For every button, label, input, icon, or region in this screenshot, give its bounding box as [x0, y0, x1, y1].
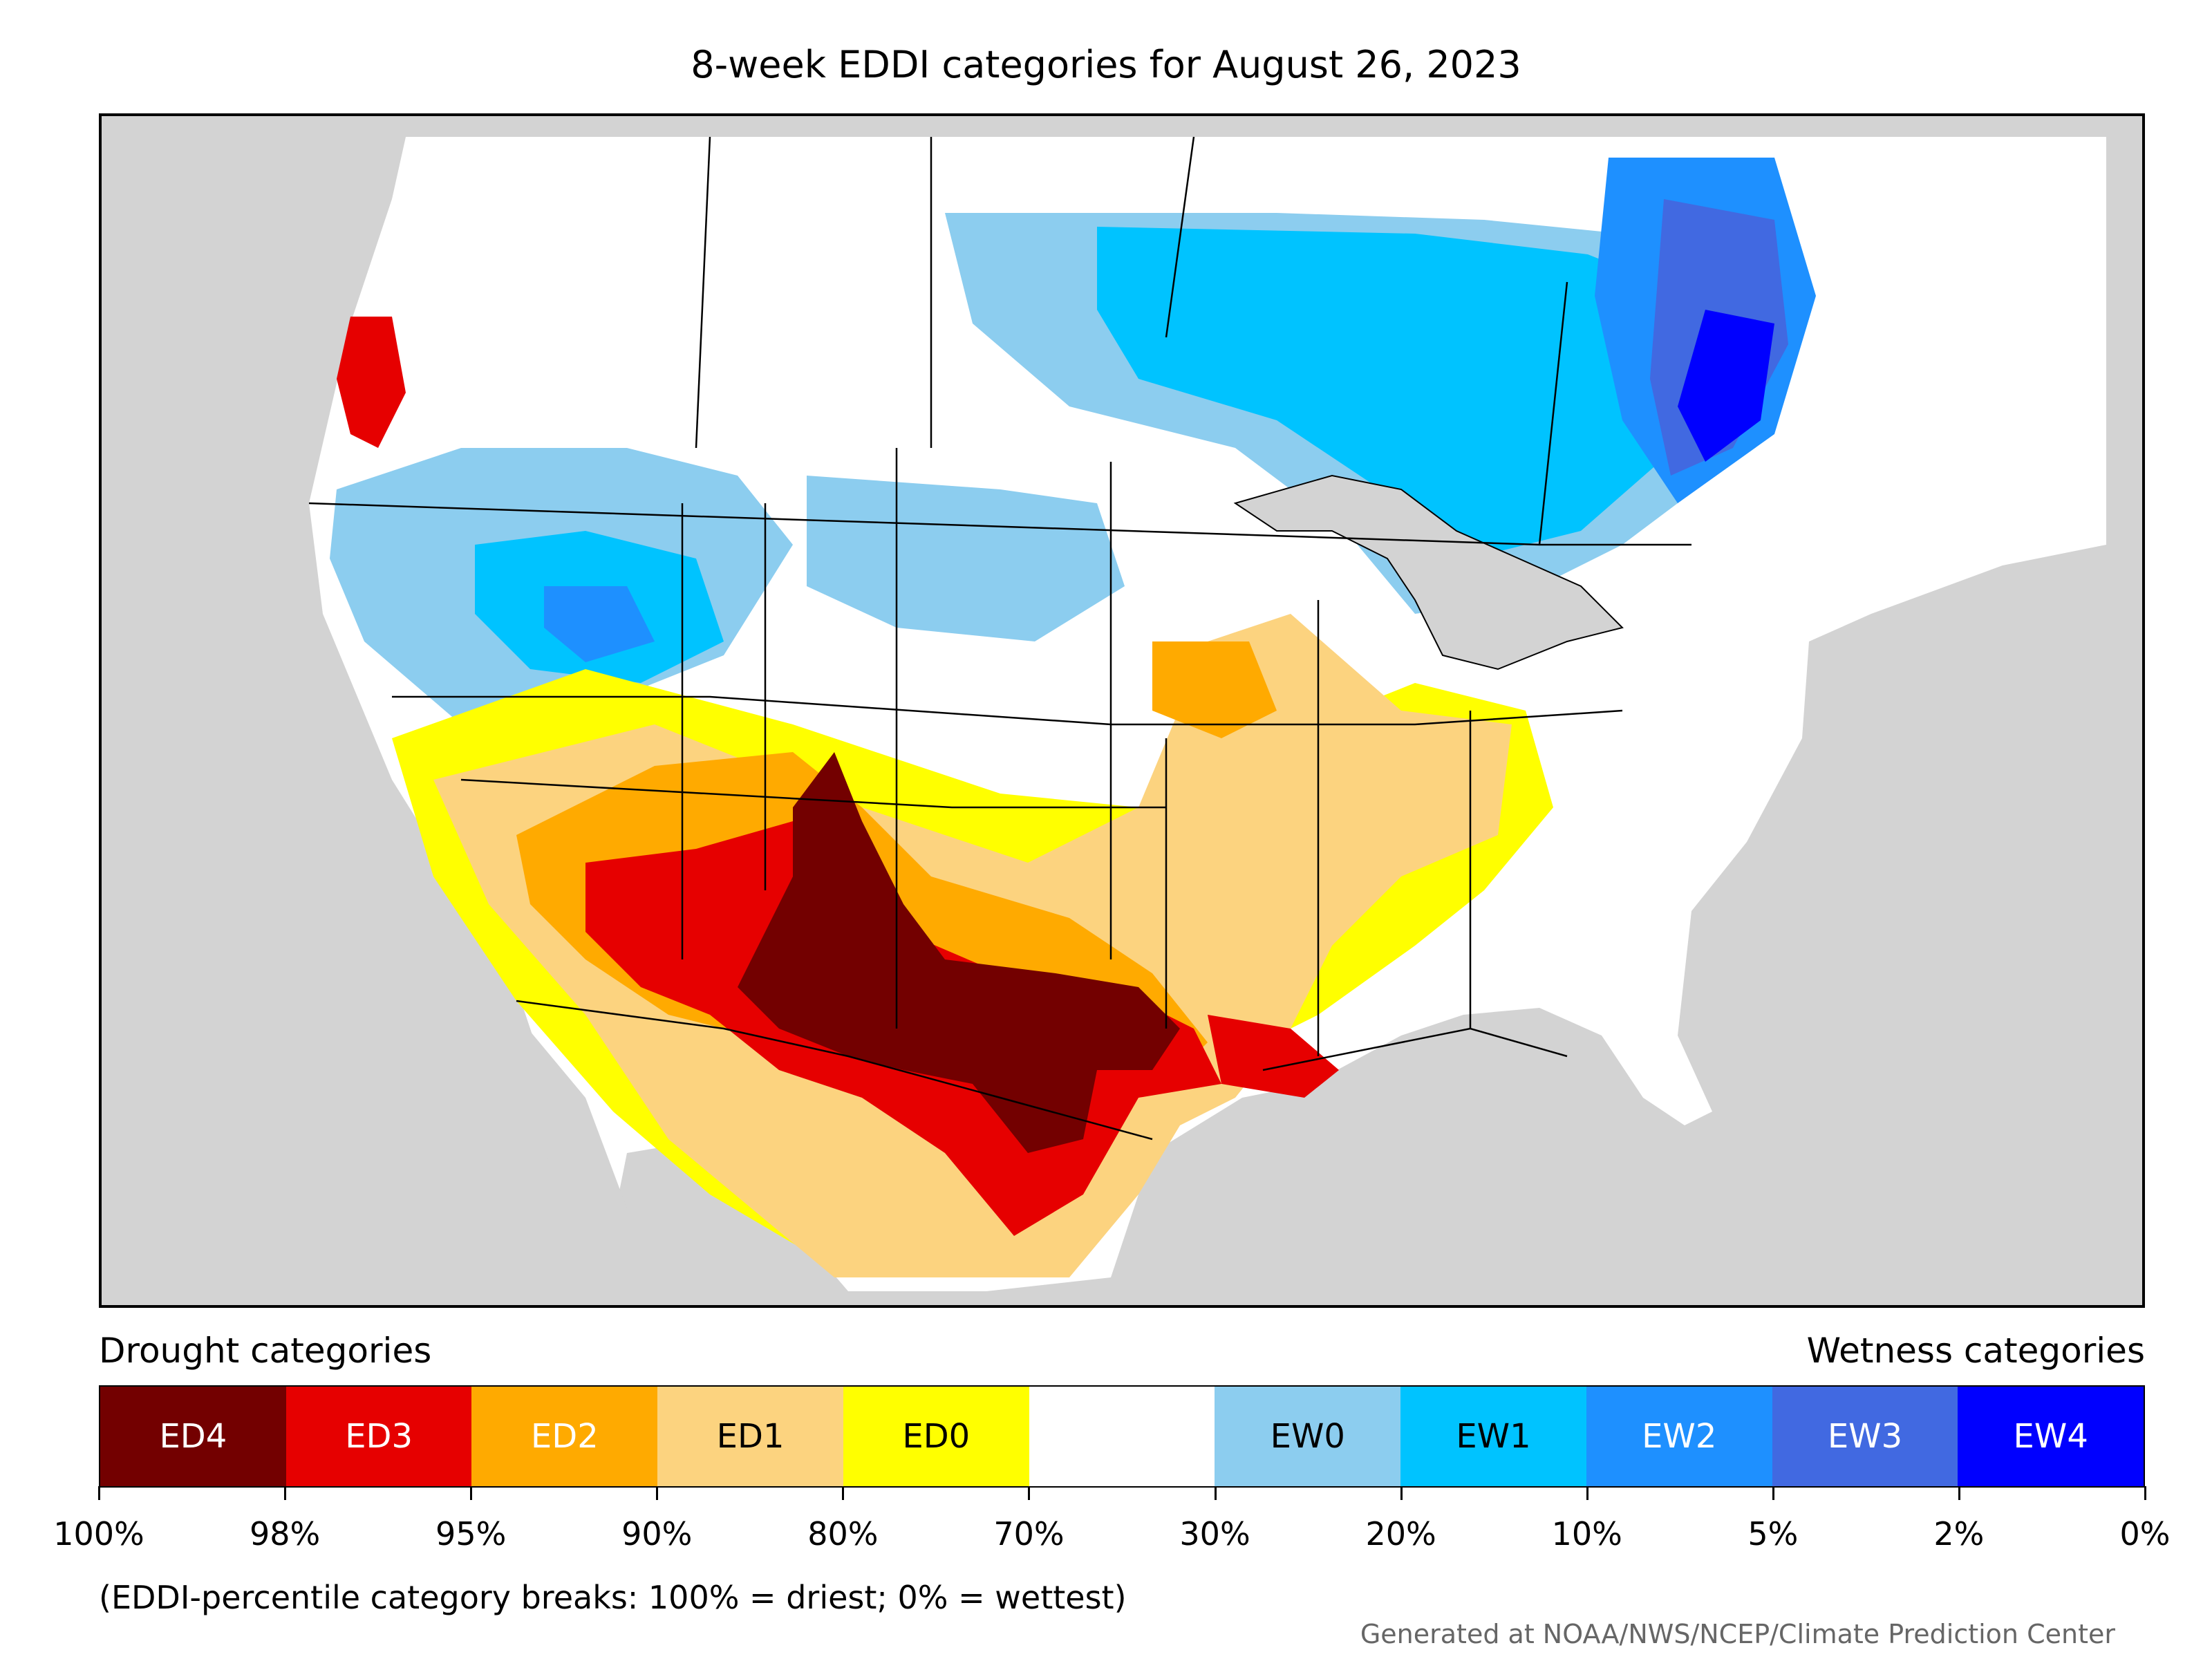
colorbar-tick: [470, 1486, 473, 1500]
credit-line: Generated at NOAA/NWS/NCEP/Climate Predi…: [1360, 1619, 2115, 1649]
category-swatch-ed0: ED0: [843, 1387, 1029, 1486]
colorbar-tick: [842, 1486, 845, 1500]
colorbar-tick-label: 90%: [621, 1515, 693, 1553]
category-swatch-ew2: EW2: [1586, 1387, 1772, 1486]
ed2-patch-iowa: [1152, 641, 1277, 738]
ew0-patch-dakotas: [807, 476, 1125, 641]
colorbar-tick-label: 98%: [249, 1515, 321, 1553]
colorbar-tick-label: 5%: [1747, 1515, 1799, 1553]
eddi-map: [99, 113, 2145, 1308]
colorbar-tick-label: 2%: [1933, 1515, 1985, 1553]
colorbar-tick-label: 95%: [435, 1515, 507, 1553]
colorbar-tick-label: 20%: [1365, 1515, 1436, 1553]
category-swatch-ew0: EW0: [1215, 1387, 1401, 1486]
colorbar-tick-label: 80%: [807, 1515, 879, 1553]
ew4-patch-quebec: [1678, 310, 1774, 462]
great-lakes: [1233, 474, 1624, 671]
colorbar-tick: [98, 1486, 100, 1500]
colorbar-tick: [1586, 1486, 1588, 1500]
colorbar-tick-label: 10%: [1551, 1515, 1622, 1553]
ed4-patch-texas: [738, 752, 1180, 1153]
category-swatch-ew4: EW4: [1958, 1387, 2144, 1486]
category-swatch-ew3: EW3: [1772, 1387, 1958, 1486]
colorbar-tick: [1214, 1486, 1217, 1500]
category-swatch-ew1: EW1: [1400, 1387, 1586, 1486]
colorbar-tick: [1400, 1486, 1403, 1500]
category-colorbar: ED4 ED3 ED2 ED1 ED0 EW0 EW1 EW2 EW3 EW4: [99, 1385, 2145, 1488]
category-swatch-ed3: ED3: [285, 1387, 472, 1486]
colorbar-tick: [1958, 1486, 1960, 1500]
ew1-patch-canada: [1097, 227, 1691, 559]
map-title: 8-week EDDI categories for August 26, 20…: [691, 43, 1521, 86]
category-swatch-ed2: ED2: [471, 1387, 658, 1486]
ed3-patch-louisiana: [1208, 1015, 1339, 1098]
colorbar-tick-label: 70%: [993, 1515, 1065, 1553]
colorbar-tick: [284, 1486, 287, 1500]
colorbar-tick: [1028, 1486, 1031, 1500]
percentile-footnote: (EDDI-percentile category breaks: 100% =…: [99, 1579, 1127, 1616]
ew2-patch-great-basin: [544, 586, 655, 662]
category-swatch-ed1: ED1: [657, 1387, 843, 1486]
map-canvas: [308, 136, 2106, 1291]
category-swatch-ed4: ED4: [100, 1387, 286, 1486]
colorbar-tick: [2144, 1486, 2146, 1500]
gulf-of-california: [509, 1015, 627, 1250]
ed3-patch-pacific-northwest: [337, 317, 406, 448]
colorbar-tick-label: 0%: [2119, 1515, 2171, 1553]
colorbar-tick-label: 30%: [1179, 1515, 1250, 1553]
category-swatch-normal: [1029, 1387, 1215, 1486]
wetness-categories-heading: Wetness categories: [1806, 1331, 2145, 1371]
colorbar-tick: [1772, 1486, 1774, 1500]
colorbar-tick-label: 100%: [53, 1515, 144, 1553]
drought-categories-heading: Drought categories: [99, 1331, 432, 1371]
boundary-lines: [308, 136, 1691, 1141]
colorbar-tick: [656, 1486, 659, 1500]
